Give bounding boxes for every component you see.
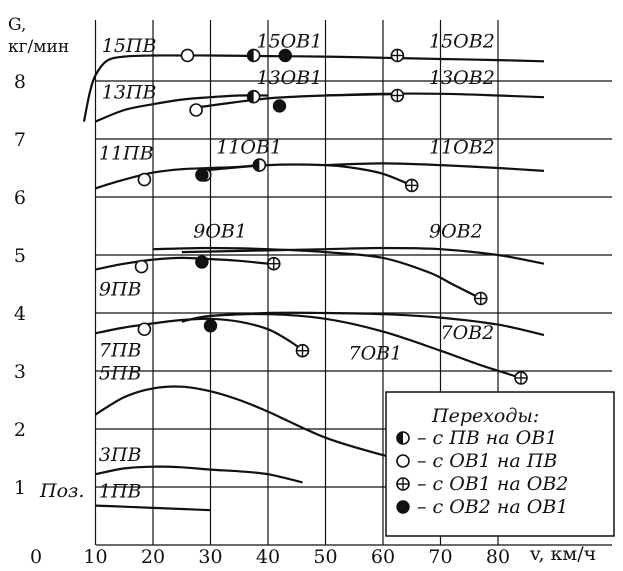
curve-9ОВ2 [181,246,545,265]
x-tick-label-60: 60 [371,546,395,568]
curve-9ПВ [95,256,269,271]
y-axis-title: G, [8,15,26,35]
legend-entry-ov2_to_ov1: – с ОВ2 на ОВ1 [417,496,568,518]
x-tick-label-30: 30 [198,546,222,568]
curve-label-13ПВ: 13ПВ [102,81,157,103]
legend-marker-pv_to_ov1 [396,431,410,445]
marker-ov1_to_ov2-6 [266,256,281,271]
x-tick-label-10: 10 [83,546,107,568]
y-tick-label-1: 1 [14,477,26,499]
origin-label: 0 [30,546,42,568]
marker-ov1_to_pv-2 [137,172,152,187]
y-tick-label-8: 8 [14,71,26,93]
curve-label-13ОВ2: 13ОВ2 [429,67,495,89]
curve-label-9ПВ: 9ПВ [99,279,142,301]
curve-11ОВ1 [198,163,413,187]
x-tick-label-40: 40 [256,546,280,568]
legend-marker-ov1_to_ov2 [396,477,410,491]
legend-title: Переходы: [431,405,539,427]
curve-label-11ОВ2: 11ОВ2 [429,137,495,159]
curve-5ПВ [94,385,401,460]
marker-ov1_to_pv-1 [189,103,203,117]
marker-pv_to_ov1-1 [246,89,261,104]
marker-pv_to_ov1-0 [246,48,261,63]
legend-marker-ov2_to_ov1 [396,500,410,514]
curve-label-11ПВ: 11ПВ [99,142,154,164]
curve-labels: 15ПВ 15ОВ1 15ОВ2 13ПВ 13ОВ1 13ОВ2 11ПВ 11ОВ1 11О… [99,30,495,502]
x-axis-title: v, км/ч [529,543,596,565]
y-tick-label-6: 6 [14,187,26,209]
transition-markers [134,48,528,385]
curve-label-9ОВ2: 9ОВ2 [429,221,483,243]
curve-label-7ПВ: 7ПВ [99,340,142,362]
curve-label-11ОВ1: 11ОВ1 [216,137,282,159]
axis-ticks: 10 20 30 40 50 60 70 80 1 2 3 4 5 6 7 8 [14,71,510,568]
curve-1ПВ [95,504,211,512]
x-tick-label-80: 80 [486,546,510,568]
marker-ov1_to_ov2-2 [404,178,419,193]
curve-13ОВ2 [325,92,545,99]
y-tick-label-2: 2 [14,419,26,441]
curves [82,54,545,512]
curve-label-5ПВ: 5ПВ [99,363,142,385]
curve-label-9ОВ1: 9ОВ1 [193,221,247,243]
marker-ov1_to_ov2-0 [390,48,405,63]
legend-entries: – с ПВ на ОВ1– с ОВ1 на ПВ– с ОВ1 на ОВ2… [396,427,568,518]
marker-ov2_to_ov1-0 [278,48,292,63]
curve-7ПВ [95,317,304,352]
curve-label-7ОВ2: 7ОВ2 [441,322,495,344]
marker-pv_to_ov1-2 [252,158,267,172]
legend: Переходы: – с ПВ на ОВ1– с ОВ1 на ПВ– с … [385,391,615,537]
marker-ov2_to_ov1-1 [272,99,287,113]
marker-ov2_to_ov1-3 [195,255,209,269]
curve-9ОВ1 [152,246,482,300]
legend-entry-ov1_to_ov2: – с ОВ1 на ОВ2 [417,473,568,495]
marker-ov1_to_ov2-1 [390,88,405,103]
curve-15ПВ [82,54,545,122]
curve-label-15ОВ2: 15ОВ2 [429,30,495,52]
x-tick-label-20: 20 [141,546,165,568]
curve-13ПВ [95,94,269,123]
marker-ov1_to_pv-0 [180,48,195,63]
curve-3ПВ [95,465,303,484]
marker-ov1_to_ov2-3 [295,343,310,358]
marker-ov2_to_ov1-4 [203,319,218,333]
y-tick-label-5: 5 [14,245,26,267]
marker-ov2_to_ov1-2 [195,168,209,182]
y-tick-label-4: 4 [14,303,26,325]
legend-marker-ov1_to_pv [396,454,410,468]
y-tick-label-3: 3 [14,361,26,383]
curve-label-7ОВ1: 7ОВ1 [349,342,403,364]
marker-ov1_to_ov2-4 [473,291,488,306]
curve-label-13ОВ1: 13ОВ1 [257,67,323,89]
legend-entry-pv_to_ov1: – с ПВ на ОВ1 [417,427,557,449]
curve-label-1ПВ: 1ПВ [99,480,142,502]
marker-ov1_to_pv-3 [134,259,149,274]
legend-box [385,391,615,537]
marker-ov1_to_pv-4 [137,322,152,337]
x-tick-label-70: 70 [428,546,452,568]
curve-label-15ОВ1: 15ОВ1 [257,30,323,52]
marker-ov1_to_ov2-5 [514,371,528,385]
curve-7ОВ2 [210,311,545,337]
curve-label-15ПВ: 15ПВ [102,35,157,57]
curve-11ОВ2 [325,162,545,172]
curve-label-3ПВ: 3ПВ [99,444,142,466]
x-tick-label-50: 50 [313,546,337,568]
y-tick-label-7: 7 [14,129,26,151]
position-label: Поз. [39,480,84,502]
legend-entry-ov1_to_pv: – с ОВ1 на ПВ [417,450,557,472]
y-axis-unit: кг/мин [8,37,69,57]
